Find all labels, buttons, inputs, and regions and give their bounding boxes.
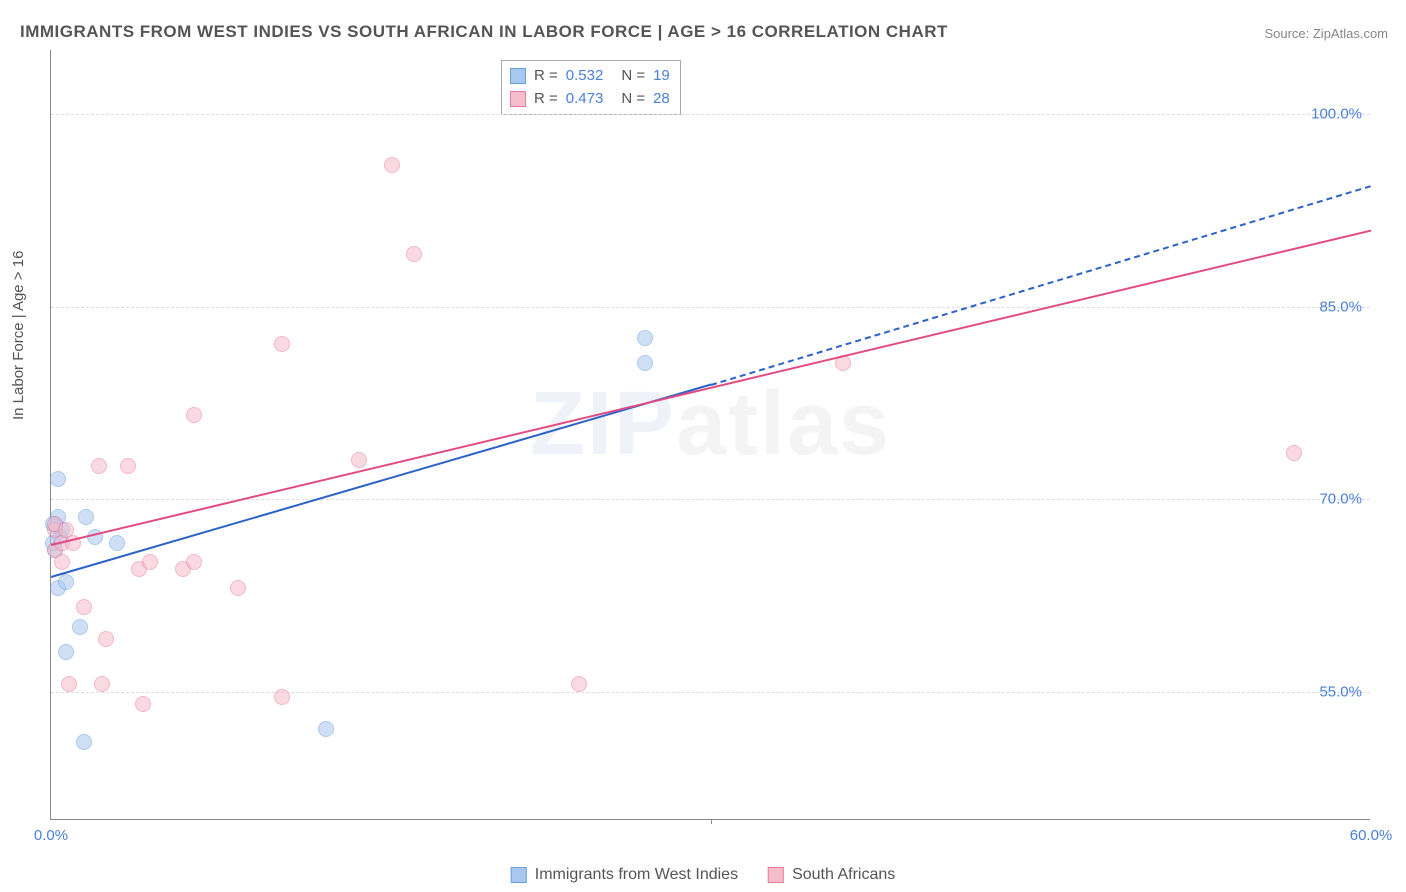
- bottom-legend: Immigrants from West Indies South African…: [511, 866, 895, 884]
- stats-legend: R = 0.532 N = 19 R = 0.473 N = 28: [501, 60, 681, 115]
- legend-swatch: [768, 867, 784, 883]
- scatter-point: [109, 535, 125, 551]
- scatter-point: [94, 676, 110, 692]
- scatter-point: [351, 452, 367, 468]
- n-label: N =: [621, 88, 645, 111]
- scatter-point: [58, 522, 74, 538]
- scatter-point: [1286, 445, 1302, 461]
- scatter-point: [120, 458, 136, 474]
- gridline: [51, 499, 1370, 500]
- scatter-point: [571, 676, 587, 692]
- stats-legend-row: R = 0.532 N = 19: [510, 65, 670, 88]
- gridline: [51, 692, 1370, 693]
- scatter-point: [384, 157, 400, 173]
- scatter-point: [186, 407, 202, 423]
- x-tick-mark: [711, 819, 712, 824]
- scatter-point: [72, 619, 88, 635]
- chart-container: IMMIGRANTS FROM WEST INDIES VS SOUTH AFR…: [0, 0, 1406, 892]
- n-value: 19: [653, 65, 670, 88]
- legend-item: South Africans: [768, 866, 895, 884]
- scatter-point: [91, 458, 107, 474]
- x-tick-label: 60.0%: [1350, 827, 1393, 844]
- y-axis-label: In Labor Force | Age > 16: [10, 251, 27, 420]
- scatter-point: [406, 246, 422, 262]
- x-tick-label: 0.0%: [34, 827, 68, 844]
- y-tick-label: 55.0%: [1319, 683, 1362, 700]
- scatter-point: [637, 330, 653, 346]
- scatter-point: [135, 696, 151, 712]
- n-value: 28: [653, 88, 670, 111]
- scatter-point: [318, 721, 334, 737]
- r-label: R =: [534, 88, 558, 111]
- trend-line: [711, 185, 1372, 386]
- legend-label: Immigrants from West Indies: [535, 866, 738, 884]
- scatter-point: [230, 580, 246, 596]
- n-label: N =: [621, 65, 645, 88]
- stats-legend-row: R = 0.473 N = 28: [510, 88, 670, 111]
- y-tick-label: 70.0%: [1319, 491, 1362, 508]
- gridline: [51, 114, 1370, 115]
- scatter-point: [61, 676, 77, 692]
- r-value: 0.473: [566, 88, 604, 111]
- gridline: [51, 307, 1370, 308]
- scatter-point: [58, 574, 74, 590]
- scatter-point: [76, 599, 92, 615]
- scatter-point: [78, 509, 94, 525]
- legend-label: South Africans: [792, 866, 895, 884]
- legend-item: Immigrants from West Indies: [511, 866, 738, 884]
- source-label: Source: ZipAtlas.com: [1264, 26, 1388, 41]
- r-value: 0.532: [566, 65, 604, 88]
- scatter-point: [50, 471, 66, 487]
- scatter-point: [98, 631, 114, 647]
- scatter-point: [58, 644, 74, 660]
- r-label: R =: [534, 65, 558, 88]
- plot-area: ZIPatlas R =0.532N =19R =0.473N =28 55.0…: [50, 50, 1370, 820]
- y-tick-label: 85.0%: [1319, 298, 1362, 315]
- legend-swatch: [510, 91, 526, 107]
- chart-title: IMMIGRANTS FROM WEST INDIES VS SOUTH AFR…: [20, 22, 948, 42]
- y-tick-label: 100.0%: [1311, 106, 1362, 123]
- scatter-point: [186, 554, 202, 570]
- scatter-point: [637, 355, 653, 371]
- trend-line: [51, 384, 712, 578]
- scatter-point: [274, 336, 290, 352]
- scatter-point: [76, 734, 92, 750]
- legend-swatch: [511, 867, 527, 883]
- legend-swatch: [510, 68, 526, 84]
- scatter-point: [274, 689, 290, 705]
- scatter-point: [54, 554, 70, 570]
- scatter-point: [142, 554, 158, 570]
